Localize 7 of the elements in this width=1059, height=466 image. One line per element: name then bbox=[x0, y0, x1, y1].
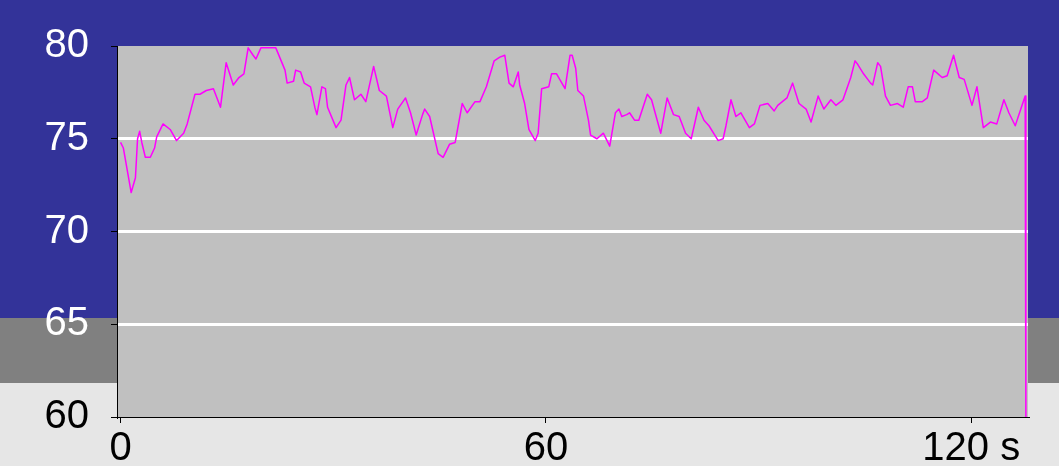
y-tick-label: 60 bbox=[44, 392, 89, 437]
x-tick-label: 120 s bbox=[922, 424, 1021, 466]
x-tick-label: 60 bbox=[523, 424, 569, 466]
y-tick-label: 75 bbox=[44, 113, 89, 158]
x-tick-label: 0 bbox=[109, 424, 132, 466]
y-tick-label: 70 bbox=[44, 206, 89, 251]
y-tick-label: 80 bbox=[44, 21, 89, 66]
